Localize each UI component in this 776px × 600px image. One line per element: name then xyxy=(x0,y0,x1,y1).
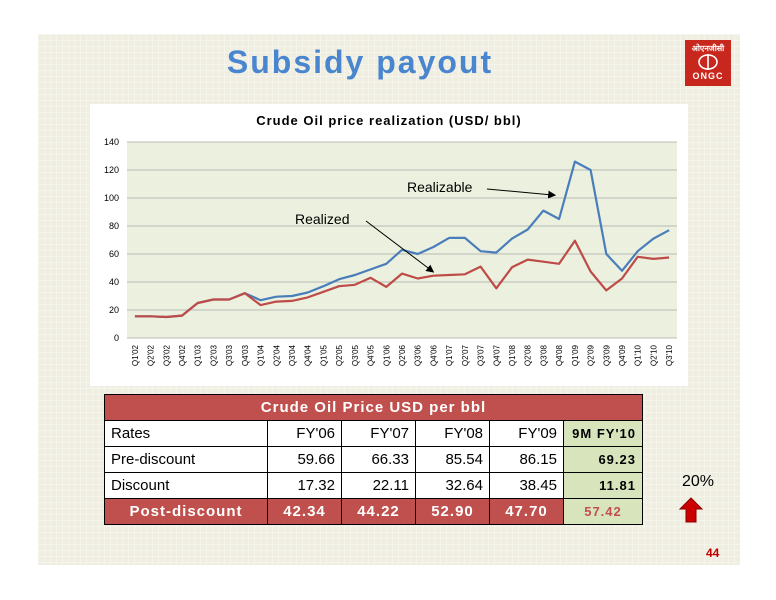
x-tick-label: Q3'05 xyxy=(351,344,360,366)
table-cell: 22.11 xyxy=(341,472,416,499)
table-cell: 44.22 xyxy=(341,498,416,525)
table-row: Post-discount 42.34 44.22 52.90 47.70 57… xyxy=(104,498,643,525)
x-tick-label: Q4'04 xyxy=(304,344,313,366)
x-tick-label: Q3'09 xyxy=(602,344,611,366)
ongc-logo: ओएनजीसी ONGC xyxy=(685,40,731,86)
y-tick-label: 0 xyxy=(114,333,119,343)
x-tick-label: Q2'03 xyxy=(209,344,218,366)
page-number: 44 xyxy=(706,546,720,560)
x-tick-label: Q1'05 xyxy=(319,344,328,366)
x-tick-label: Q2'02 xyxy=(147,344,156,366)
x-tick-label: Q2'05 xyxy=(335,344,344,366)
y-tick-label: 140 xyxy=(104,137,119,147)
table-cell: 66.33 xyxy=(341,446,416,473)
x-tick-label: Q1'09 xyxy=(571,344,580,366)
x-tick-label: Q4'03 xyxy=(241,344,250,366)
x-tick-label: Q4'07 xyxy=(492,344,501,366)
table-cell: 52.90 xyxy=(415,498,490,525)
table-cell: 57.42 xyxy=(563,498,643,525)
annotation-arrow xyxy=(486,188,557,199)
y-tick-label: 60 xyxy=(109,249,119,259)
x-tick-label: Q4'09 xyxy=(618,344,627,366)
x-tick-label: Q4'06 xyxy=(429,344,438,366)
column-header: Rates xyxy=(104,420,268,447)
y-tick-label: 100 xyxy=(104,193,119,203)
x-tick-label: Q4'02 xyxy=(178,344,187,366)
column-header: FY'09 xyxy=(489,420,564,447)
row-label: Discount xyxy=(104,472,268,499)
x-tick-label: Q4'05 xyxy=(367,344,376,366)
x-tick-label: Q2'10 xyxy=(649,344,658,366)
x-tick-label: Q1'03 xyxy=(194,344,203,366)
x-tick-label: Q2'04 xyxy=(272,344,281,366)
y-tick-label: 20 xyxy=(109,305,119,315)
x-tick-label: Q2'09 xyxy=(587,344,596,366)
table-row: Discount 17.32 22.11 32.64 38.45 11.81 xyxy=(104,472,643,499)
table-cell: 38.45 xyxy=(489,472,564,499)
table-cell: 85.54 xyxy=(415,446,490,473)
x-tick-label: Q3'10 xyxy=(665,344,674,366)
table-cell: 11.81 xyxy=(563,472,643,499)
x-tick-label: Q3'03 xyxy=(225,344,234,366)
table-row: Rates FY'06 FY'07 FY'08 FY'09 9M FY'10 xyxy=(104,420,643,447)
x-tick-label: Q2'06 xyxy=(398,344,407,366)
plot-area xyxy=(127,142,677,338)
logo-ongc-text: ONGC xyxy=(692,71,724,81)
table-cell: 86.15 xyxy=(489,446,564,473)
x-tick-label: Q1'02 xyxy=(131,344,140,366)
table-cell: 59.66 xyxy=(267,446,342,473)
line-chart: 0 20 40 60 80 100 120 140 Q1'02 Q2'02 Q3'02 Q4'02 Q… xyxy=(104,137,677,366)
x-tick-label: Q1'07 xyxy=(445,344,454,366)
x-tick-label: Q2'07 xyxy=(461,344,470,366)
page-title: Subsidy payout xyxy=(226,44,494,80)
x-tick-label: Q3'02 xyxy=(162,344,171,366)
x-tick-label: Q1'10 xyxy=(634,344,643,366)
row-label: Pre-discount xyxy=(104,446,268,473)
chart-title: Crude Oil price realization (USD/ bbl) xyxy=(256,113,522,128)
logo-emblem-icon xyxy=(698,54,718,70)
table-header-row: Crude Oil Price USD per bbl xyxy=(104,394,643,421)
x-tick-label: Q1'04 xyxy=(257,344,266,366)
column-header: FY'06 xyxy=(267,420,342,447)
x-tick-label: Q4'08 xyxy=(555,344,564,366)
logo-hindi-text: ओएनजीसी xyxy=(691,44,725,53)
table-cell: 32.64 xyxy=(415,472,490,499)
annotation-realized: Realized xyxy=(295,211,349,227)
table-cell: 17.32 xyxy=(267,472,342,499)
row-label: Post-discount xyxy=(104,498,268,525)
x-tick-label: Q3'08 xyxy=(539,344,548,366)
y-tick-label: 120 xyxy=(104,165,119,175)
table-header: Crude Oil Price USD per bbl xyxy=(104,394,643,421)
table-row: Pre-discount 59.66 66.33 85.54 86.15 69.… xyxy=(104,446,643,473)
table-cell: 42.34 xyxy=(267,498,342,525)
x-tick-label: Q1'06 xyxy=(382,344,391,366)
annotation-realizable: Realizable xyxy=(407,179,473,195)
x-tick-label: Q1'08 xyxy=(508,344,517,366)
x-tick-label: Q3'06 xyxy=(414,344,423,366)
x-tick-label: Q3'07 xyxy=(477,344,486,366)
crude-price-table: Crude Oil Price USD per bbl Rates FY'06 … xyxy=(104,394,643,525)
y-tick-label: 40 xyxy=(109,277,119,287)
y-tick-label: 80 xyxy=(109,221,119,231)
series-line-realized xyxy=(134,239,670,319)
column-header: FY'07 xyxy=(341,420,416,447)
table-cell: 47.70 xyxy=(489,498,564,525)
annotation-arrow xyxy=(365,220,435,273)
x-tick-label: Q3'04 xyxy=(288,344,297,366)
x-tick-label: Q2'08 xyxy=(524,344,533,366)
column-header: 9M FY'10 xyxy=(563,420,643,447)
increase-percent: 20% xyxy=(682,473,715,490)
column-header: FY'08 xyxy=(415,420,490,447)
up-arrow-icon xyxy=(679,497,703,523)
table-cell: 69.23 xyxy=(563,446,643,473)
